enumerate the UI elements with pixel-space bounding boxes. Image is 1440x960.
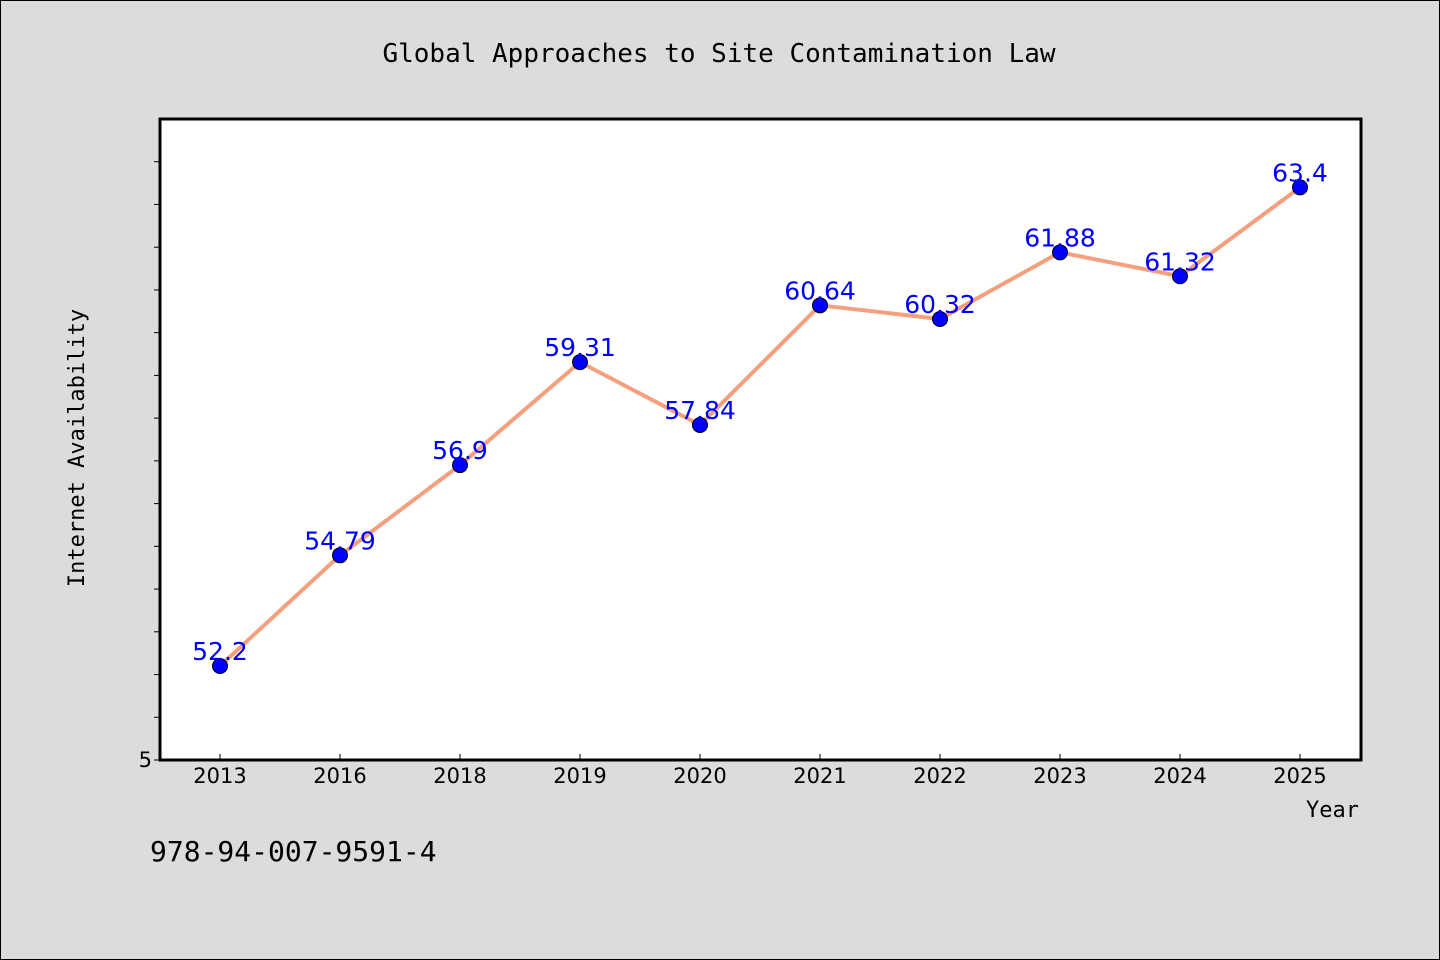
y-axis: 5: [139, 161, 160, 772]
x-tick-label: 2020: [673, 764, 726, 788]
series-markers: [212, 179, 1308, 674]
isbn-code: 978-94-007-9591-4: [150, 835, 437, 868]
data-label: 60.64: [784, 276, 856, 305]
data-label: 57.84: [664, 396, 736, 425]
data-label: 61.88: [1024, 223, 1096, 252]
data-labels: 52.2 54.79 56.9 59.31 57.84 60.64 60.32 61.88 61…: [192, 158, 1328, 666]
data-label: 59.31: [544, 333, 616, 362]
data-label: 56.9: [432, 436, 488, 465]
x-tick-label: 2021: [793, 764, 846, 788]
x-axis-title: Year: [1306, 798, 1359, 823]
data-point: [452, 457, 468, 474]
x-tick-label: 2019: [553, 764, 606, 788]
y-tick-label: 5: [139, 748, 152, 772]
data-label: 60.32: [904, 290, 976, 319]
data-point: [1292, 179, 1308, 196]
data-point: [692, 416, 708, 433]
data-label: 54.79: [304, 526, 376, 555]
data-point: [812, 297, 828, 314]
x-tick-label: 2016: [313, 764, 366, 788]
x-tick-label: 2018: [433, 764, 486, 788]
chart-title: Global Approaches to Site Contamination …: [382, 39, 1055, 69]
y-axis-title: Internet Availability: [65, 309, 90, 587]
data-label: 52.2: [192, 637, 248, 666]
data-point: [1172, 268, 1188, 285]
data-point: [1052, 244, 1068, 261]
plot-area: [158, 117, 1363, 762]
x-tick-label: 2013: [193, 764, 246, 788]
data-point: [932, 310, 948, 327]
data-label: 61.32: [1144, 247, 1216, 276]
x-tick-label: 2022: [913, 764, 966, 788]
data-point: [212, 657, 228, 674]
data-point: [572, 354, 588, 371]
data-point: [332, 547, 348, 564]
x-tick-label: 2024: [1153, 764, 1206, 788]
x-tick-label: 2023: [1033, 764, 1086, 788]
x-axis: 2013 2016 2018 2019 2020 2021 2022 2023 2024 2025: [193, 754, 1327, 788]
data-label: 63.4: [1272, 158, 1328, 187]
series-line: [218, 185, 1302, 668]
x-tick-label: 2025: [1273, 764, 1326, 788]
